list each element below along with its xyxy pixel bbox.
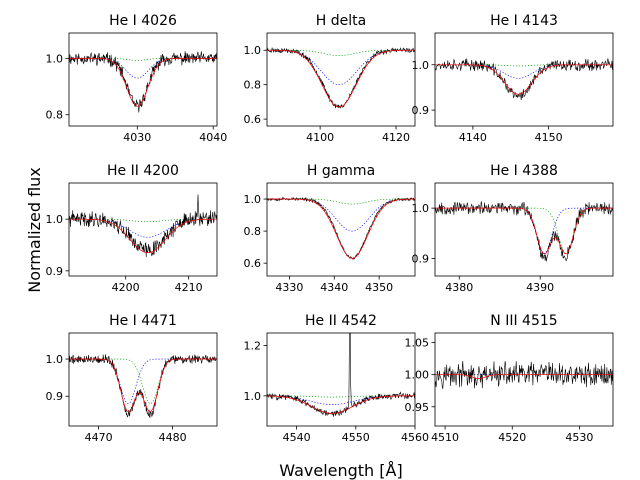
panel-9-title: N III 4515 (490, 313, 557, 329)
x-axis-label: Wavelength [Å] (279, 461, 402, 480)
panel-5-ytick-label: 1.0 (244, 193, 262, 206)
panel-9-xtick-label: 4510 (431, 431, 459, 444)
panel-4-axes-frame (68, 182, 218, 277)
panel-9-ytick-label: 1.00 (405, 369, 430, 382)
panel-9: N III 4515 4510 4520 4530 0.95 1.00 1.05 (405, 313, 614, 444)
panel-4-xtick-label: 4200 (112, 281, 140, 294)
panel-6: He I 4388 4380 4390 0.9 1.0 (412, 163, 614, 294)
panel-1-series-observed (69, 51, 217, 113)
panel-2-ytick-label: 0.6 (244, 113, 262, 126)
panel-2-xtick-label: 4120 (382, 131, 410, 144)
panel-2-xtick-label: 4100 (306, 131, 334, 144)
panel-5-series-observed (267, 196, 415, 261)
panel-5-xtick-label: 4350 (365, 281, 393, 294)
panel-6-ytick-label: 1.0 (412, 202, 430, 215)
panel-7-series-observed (69, 354, 217, 418)
panel-1-series-model (69, 58, 217, 107)
panel-4-ytick-label: 1.0 (46, 213, 64, 226)
panel-4-series-observed (69, 194, 217, 258)
panel-2-series-observed (267, 46, 415, 109)
panel-2-title: H delta (316, 13, 366, 29)
panel-6-series-component-1 (435, 207, 613, 254)
panel-6-title: He I 4388 (490, 163, 558, 179)
panel-4-series-model (69, 218, 217, 254)
panel-2-series-component-2 (267, 49, 415, 56)
y-axis-label: Normalized flux (25, 167, 44, 293)
panel-6-series-component-2 (435, 207, 613, 254)
panel-9-xtick-label: 4530 (565, 431, 593, 444)
panel-3-series-component-1 (435, 64, 613, 79)
panel-2-axes-frame (266, 32, 416, 127)
panel-5-xtick-label: 4330 (275, 281, 303, 294)
panel-9-xtick-label: 4520 (498, 431, 526, 444)
panel-8-xtick-label: 4540 (283, 431, 311, 444)
panel-3-ytick-label: 0.9 (412, 104, 430, 117)
panel-6-xtick-label: 4390 (526, 281, 554, 294)
panel-5-ytick-label: 0.8 (244, 225, 262, 238)
panel-3-series-observed (435, 58, 613, 101)
panel-6-axes-frame (434, 182, 614, 277)
panel-5-axes-frame (266, 182, 416, 277)
panel-8-xtick-label: 4560 (401, 431, 429, 444)
panel-5-xtick-label: 4340 (320, 281, 348, 294)
panel-8-ytick-label: 1.2 (244, 340, 262, 353)
panel-8: He II 4542 4540 4550 4560 1.0 1.2 (244, 313, 430, 444)
panel-7-axes-frame (68, 332, 218, 427)
panel-9-ytick-label: 0.95 (405, 401, 430, 414)
panel-9-axes-frame (434, 332, 614, 427)
panel-7: He I 4471 4470 4480 0.9 1.0 (46, 313, 218, 444)
panel-1-xtick-label: 4040 (199, 131, 227, 144)
panel-9-series-model (435, 374, 613, 379)
panel-8-series-model (267, 395, 415, 414)
panel-9-ytick-label: 1.05 (405, 337, 430, 350)
panel-3-xtick-label: 4150 (535, 131, 563, 144)
panel-4: He II 4200 4200 4210 0.9 1.0 (46, 163, 218, 294)
panel-1-xtick-label: 4030 (123, 131, 151, 144)
panel-4-title: He II 4200 (107, 163, 179, 179)
panel-1-axes-frame (68, 32, 218, 127)
panel-8-axes-frame (266, 332, 416, 427)
panel-6-ytick-label: 0.9 (412, 252, 430, 265)
panel-3: He I 4143 4140 4150 0.9 1.0 (412, 13, 614, 144)
panel-5-series-component-1 (267, 198, 415, 232)
panel-2-ytick-label: 1.0 (244, 44, 262, 57)
panel-1: He I 4026 4030 4040 0.8 1.0 (46, 13, 228, 144)
panel-2: H delta 4100 4120 0.6 0.8 1.0 (244, 13, 416, 144)
panel-8-title: He II 4542 (305, 313, 377, 329)
panel-3-title: He I 4143 (490, 13, 558, 29)
panel-5-ytick-label: 0.6 (244, 257, 262, 270)
panel-3-axes-frame (434, 32, 614, 127)
panel-7-xtick-label: 4470 (85, 431, 113, 444)
panel-6-series-model (435, 207, 613, 255)
panel-2-ytick-label: 0.8 (244, 79, 262, 92)
panel-8-series-observed (267, 333, 415, 417)
panel-4-xtick-label: 4210 (175, 281, 203, 294)
panel-4-ytick-label: 0.9 (46, 265, 64, 278)
panel-3-xtick-label: 4140 (459, 131, 487, 144)
panel-2-series-model (267, 49, 415, 108)
panel-5-series-model (267, 198, 415, 259)
panel-8-ytick-label: 1.0 (244, 390, 262, 403)
panel-6-xtick-label: 4380 (445, 281, 473, 294)
panel-7-ytick-label: 0.9 (46, 390, 64, 403)
panel-5: H gamma 4330 4340 4350 0.6 0.8 1.0 (244, 163, 416, 294)
panel-3-ytick-label: 1.0 (412, 59, 430, 72)
panel-1-ytick-label: 1.0 (46, 52, 64, 65)
panel-7-xtick-label: 4480 (159, 431, 187, 444)
panel-9-series-observed (435, 360, 613, 389)
panel-3-series-model (435, 64, 613, 95)
panel-6-series-observed (435, 201, 613, 262)
panel-7-title: He I 4471 (109, 313, 177, 329)
panel-8-xtick-label: 4550 (342, 431, 370, 444)
panel-1-title: He I 4026 (109, 13, 177, 29)
panel-1-series-component-1 (69, 58, 217, 79)
panel-7-series-model (69, 358, 217, 413)
panel-1-ytick-label: 0.8 (46, 109, 64, 122)
panel-5-title: H gamma (307, 163, 375, 179)
panel-2-series-component-1 (267, 49, 415, 86)
panel-7-ytick-label: 1.0 (46, 353, 64, 366)
